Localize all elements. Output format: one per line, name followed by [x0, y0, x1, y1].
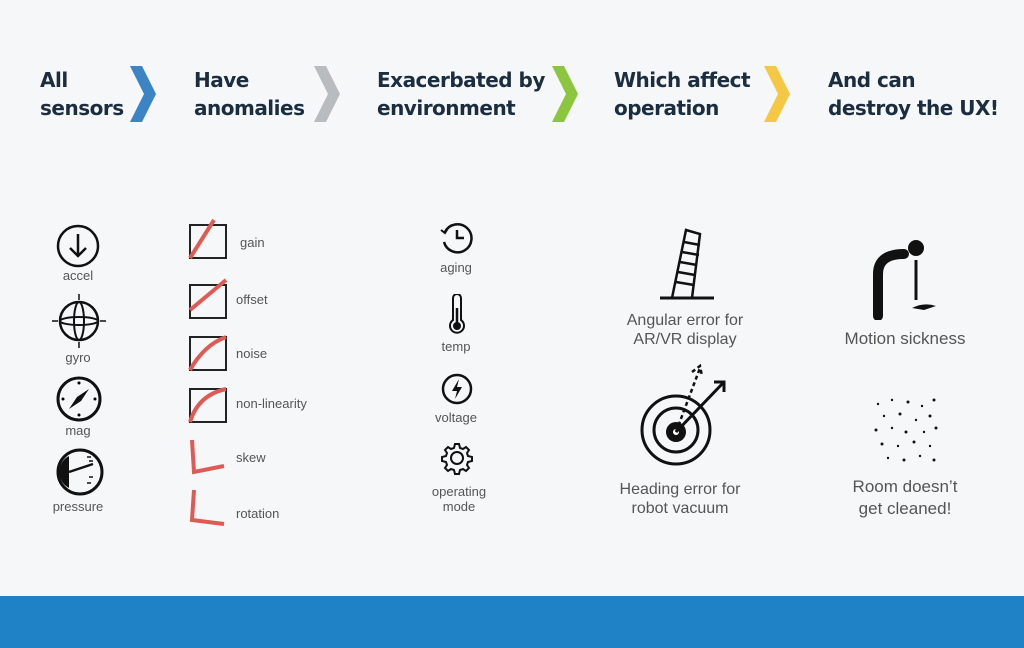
robot-vacuum-icon [640, 363, 726, 466]
dust-icon [874, 398, 938, 462]
step-3-title: Exacerbated by environment [377, 68, 545, 120]
sensor-label: accel [62, 268, 94, 283]
sensor-label: mag [65, 423, 91, 438]
step-4-title: Which affect operation [614, 68, 751, 120]
environment-label: temp [441, 339, 471, 354]
anomaly-label: offset [236, 292, 268, 307]
clock-icon [440, 223, 473, 254]
thermometer-icon [449, 294, 465, 334]
environment-label: voltage [435, 410, 477, 425]
anomaly-label: rotation [236, 506, 280, 521]
operation-label: Heading error for robot vacuum [619, 481, 741, 517]
anomaly-label: noise [236, 346, 268, 361]
anomaly-label: skew [236, 450, 266, 465]
gyroscope-icon [52, 294, 106, 348]
step-5-title: And can destroy the UX! [828, 68, 999, 120]
leaning-tower-icon [660, 228, 714, 300]
sensor-label: pressure [52, 499, 104, 514]
chevron-right-icon [130, 66, 156, 122]
noise-anomaly-icon [188, 335, 227, 371]
gear-icon [441, 443, 473, 475]
environment-label: operating mode [431, 484, 487, 514]
operation-label: Angular error for AR/VR display [626, 312, 744, 348]
footer-band [0, 596, 1024, 648]
gain-anomaly-icon [188, 218, 227, 260]
step-1-title: All sensors [40, 68, 124, 120]
ux-label: Motion sickness [844, 329, 966, 348]
chevron-right-icon [314, 66, 340, 122]
chevron-right-icon [764, 66, 790, 122]
anomaly-label: non-linearity [236, 396, 307, 411]
pressure-gauge-icon [56, 448, 104, 496]
non-linearity-anomaly-icon [188, 387, 227, 423]
compass-icon [56, 376, 102, 422]
arrow-down-circle-icon [56, 224, 100, 268]
step-2-title: Have anomalies [194, 68, 305, 120]
rotation-anomaly-icon [189, 489, 225, 526]
lightning-icon [441, 373, 473, 405]
anomaly-label: gain [240, 235, 265, 250]
environment-label: aging [440, 260, 472, 275]
chevron-right-icon [552, 66, 578, 122]
offset-anomaly-icon [188, 278, 228, 319]
vomiting-person-icon [873, 240, 936, 320]
sensor-label: gyro [65, 350, 91, 365]
skew-anomaly-icon [190, 439, 225, 475]
ux-label: Room doesn’t get cleaned! [852, 477, 958, 518]
